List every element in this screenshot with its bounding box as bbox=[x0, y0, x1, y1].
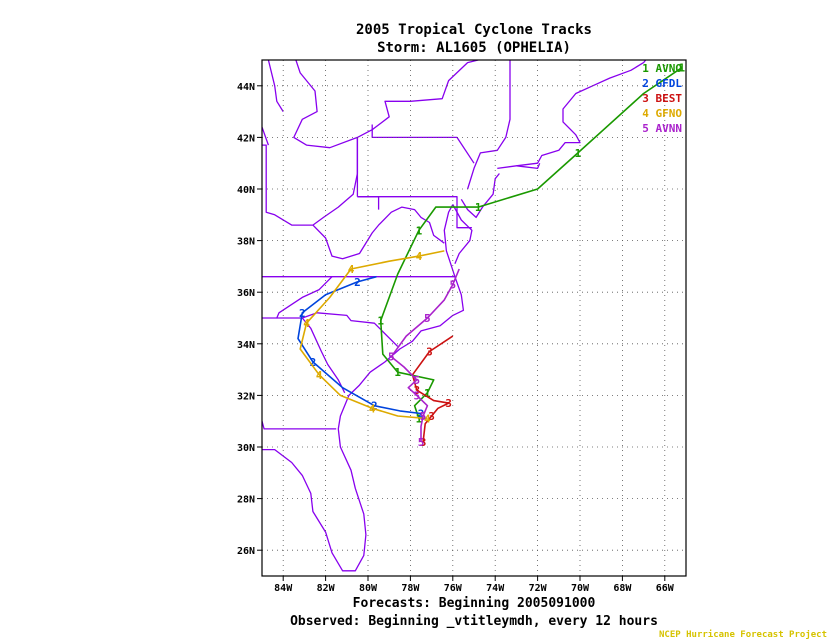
track-marker-best: 3 bbox=[426, 346, 433, 359]
track-marker-avnn: 5 bbox=[418, 436, 425, 449]
track-marker-gfdl: 2 bbox=[299, 307, 306, 320]
chart-title: 2005 Tropical Cyclone Tracks bbox=[355, 22, 592, 38]
track-marker-gfno: 4 bbox=[303, 317, 310, 330]
lon-tick-label: 74W bbox=[486, 583, 505, 594]
track-marker-gfno: 4 bbox=[424, 413, 431, 426]
legend-entry-gfno: 4 GFNO bbox=[642, 107, 682, 120]
legend: 1 AVNO 2 GFDL 3 BEST 4 GFNO 5 AVNN bbox=[642, 62, 682, 135]
lat-tick-label: 28N bbox=[237, 495, 255, 506]
track-marker-best: 3 bbox=[445, 397, 452, 410]
lon-tick-label: 66W bbox=[656, 583, 675, 594]
lon-tick-label: 84W bbox=[274, 583, 293, 594]
lon-tick-label: 78W bbox=[401, 583, 420, 594]
track-marker-avnn: 5 bbox=[413, 389, 420, 402]
forecast-caption: Forecasts: Beginning 2005091000 bbox=[352, 596, 596, 611]
observed-caption: Observed: Beginning _vtitleymdh, every 1… bbox=[290, 614, 658, 629]
legend-entry-avno: 1 AVNO bbox=[642, 62, 682, 75]
lon-tick-label: 82W bbox=[317, 583, 336, 594]
track-marker-gfno: 4 bbox=[316, 369, 323, 382]
track-marker-gfdl: 2 bbox=[418, 407, 425, 420]
coastline-segment bbox=[301, 317, 346, 394]
legend-entry-best: 3 BEST bbox=[642, 92, 682, 105]
coastline-segment bbox=[356, 60, 479, 174]
coastline-segment bbox=[262, 421, 337, 430]
track-marker-avno: 1 bbox=[424, 387, 431, 400]
lat-tick-label: 26N bbox=[237, 546, 255, 557]
track-line-gfdl bbox=[297, 275, 422, 415]
track-marker-best: 3 bbox=[413, 384, 420, 397]
coastline-segment bbox=[497, 60, 647, 170]
lon-tick-label: 72W bbox=[529, 583, 548, 594]
coastline-layer bbox=[262, 60, 647, 572]
lat-tick-label: 36N bbox=[237, 288, 255, 299]
plot-frame bbox=[261, 59, 687, 577]
lat-tick-label: 44N bbox=[237, 82, 255, 93]
coastline-segment bbox=[262, 126, 270, 146]
lon-tick-label: 68W bbox=[613, 583, 632, 594]
coastline-segment bbox=[371, 124, 475, 164]
storm-subtitle: Storm: AL1605 (OPHELIA) bbox=[377, 40, 571, 56]
track-marker-gfdl: 2 bbox=[354, 276, 361, 289]
coastline-segment bbox=[357, 196, 472, 229]
coastline-segment bbox=[262, 204, 465, 572]
track-line-gfno bbox=[299, 250, 445, 420]
coastline-segment bbox=[267, 60, 284, 112]
coastline-segment bbox=[452, 204, 473, 265]
coastline-segment bbox=[460, 173, 500, 219]
legend-entry-gfdl: 2 GFDL bbox=[642, 77, 682, 90]
lat-tick-label: 32N bbox=[237, 391, 255, 402]
lon-tick-label: 76W bbox=[444, 583, 463, 594]
track-marker-avno: 1 bbox=[475, 201, 482, 214]
lon-tick-label: 80W bbox=[359, 583, 378, 594]
track-line-best bbox=[411, 335, 454, 442]
coastline-segment bbox=[516, 162, 541, 170]
track-marker-gfno: 4 bbox=[369, 402, 376, 415]
track-marker-avno: 1 bbox=[678, 62, 685, 75]
track-marker-avno: 1 bbox=[377, 315, 384, 328]
lat-tick-label: 40N bbox=[237, 185, 255, 196]
track-marker-avno: 1 bbox=[416, 413, 423, 426]
lat-tick-label: 30N bbox=[237, 443, 255, 454]
lat-tick-label: 38N bbox=[237, 237, 255, 248]
track-marker-best: 3 bbox=[428, 410, 435, 423]
coastline-segment bbox=[293, 60, 358, 149]
track-marker-avnn: 5 bbox=[449, 278, 456, 291]
track-marker-gfno: 4 bbox=[348, 263, 355, 276]
track-marker-avno: 1 bbox=[575, 147, 582, 160]
grid-layer bbox=[262, 60, 686, 576]
track-marker-avnn: 5 bbox=[388, 351, 395, 364]
track-marker-avnn: 5 bbox=[424, 312, 431, 325]
lat-tick-label: 42N bbox=[237, 133, 255, 144]
coastline-segment bbox=[262, 276, 333, 319]
legend-entry-avnn: 5 AVNN bbox=[642, 122, 682, 135]
track-line-avno bbox=[379, 67, 683, 419]
track-marker-avno: 1 bbox=[394, 366, 401, 379]
coastline-segment bbox=[312, 173, 359, 226]
track-marker-best: 3 bbox=[420, 436, 427, 449]
track-marker-avnn: 5 bbox=[413, 374, 420, 387]
coastline-segment bbox=[357, 196, 380, 210]
credit-text: NCEP Hurricane Forecast Project bbox=[659, 630, 827, 640]
axis-ticks: 84W 82W 80W 78W 76W 74W 72W 70W 68W 66W 26N 28N 30N 3… bbox=[237, 82, 675, 594]
lon-tick-label: 70W bbox=[571, 583, 590, 594]
track-marker-gfdl: 2 bbox=[371, 400, 378, 413]
track-line-avnn bbox=[390, 268, 460, 442]
track-marker-gfno: 4 bbox=[416, 250, 423, 263]
lat-tick-label: 34N bbox=[237, 340, 255, 351]
coastline-segment bbox=[466, 60, 511, 190]
track-marker-avnn: 5 bbox=[420, 410, 427, 423]
track-marker-avno: 1 bbox=[416, 224, 423, 237]
track-marker-gfdl: 2 bbox=[310, 356, 317, 369]
coastline-segment bbox=[262, 144, 445, 260]
